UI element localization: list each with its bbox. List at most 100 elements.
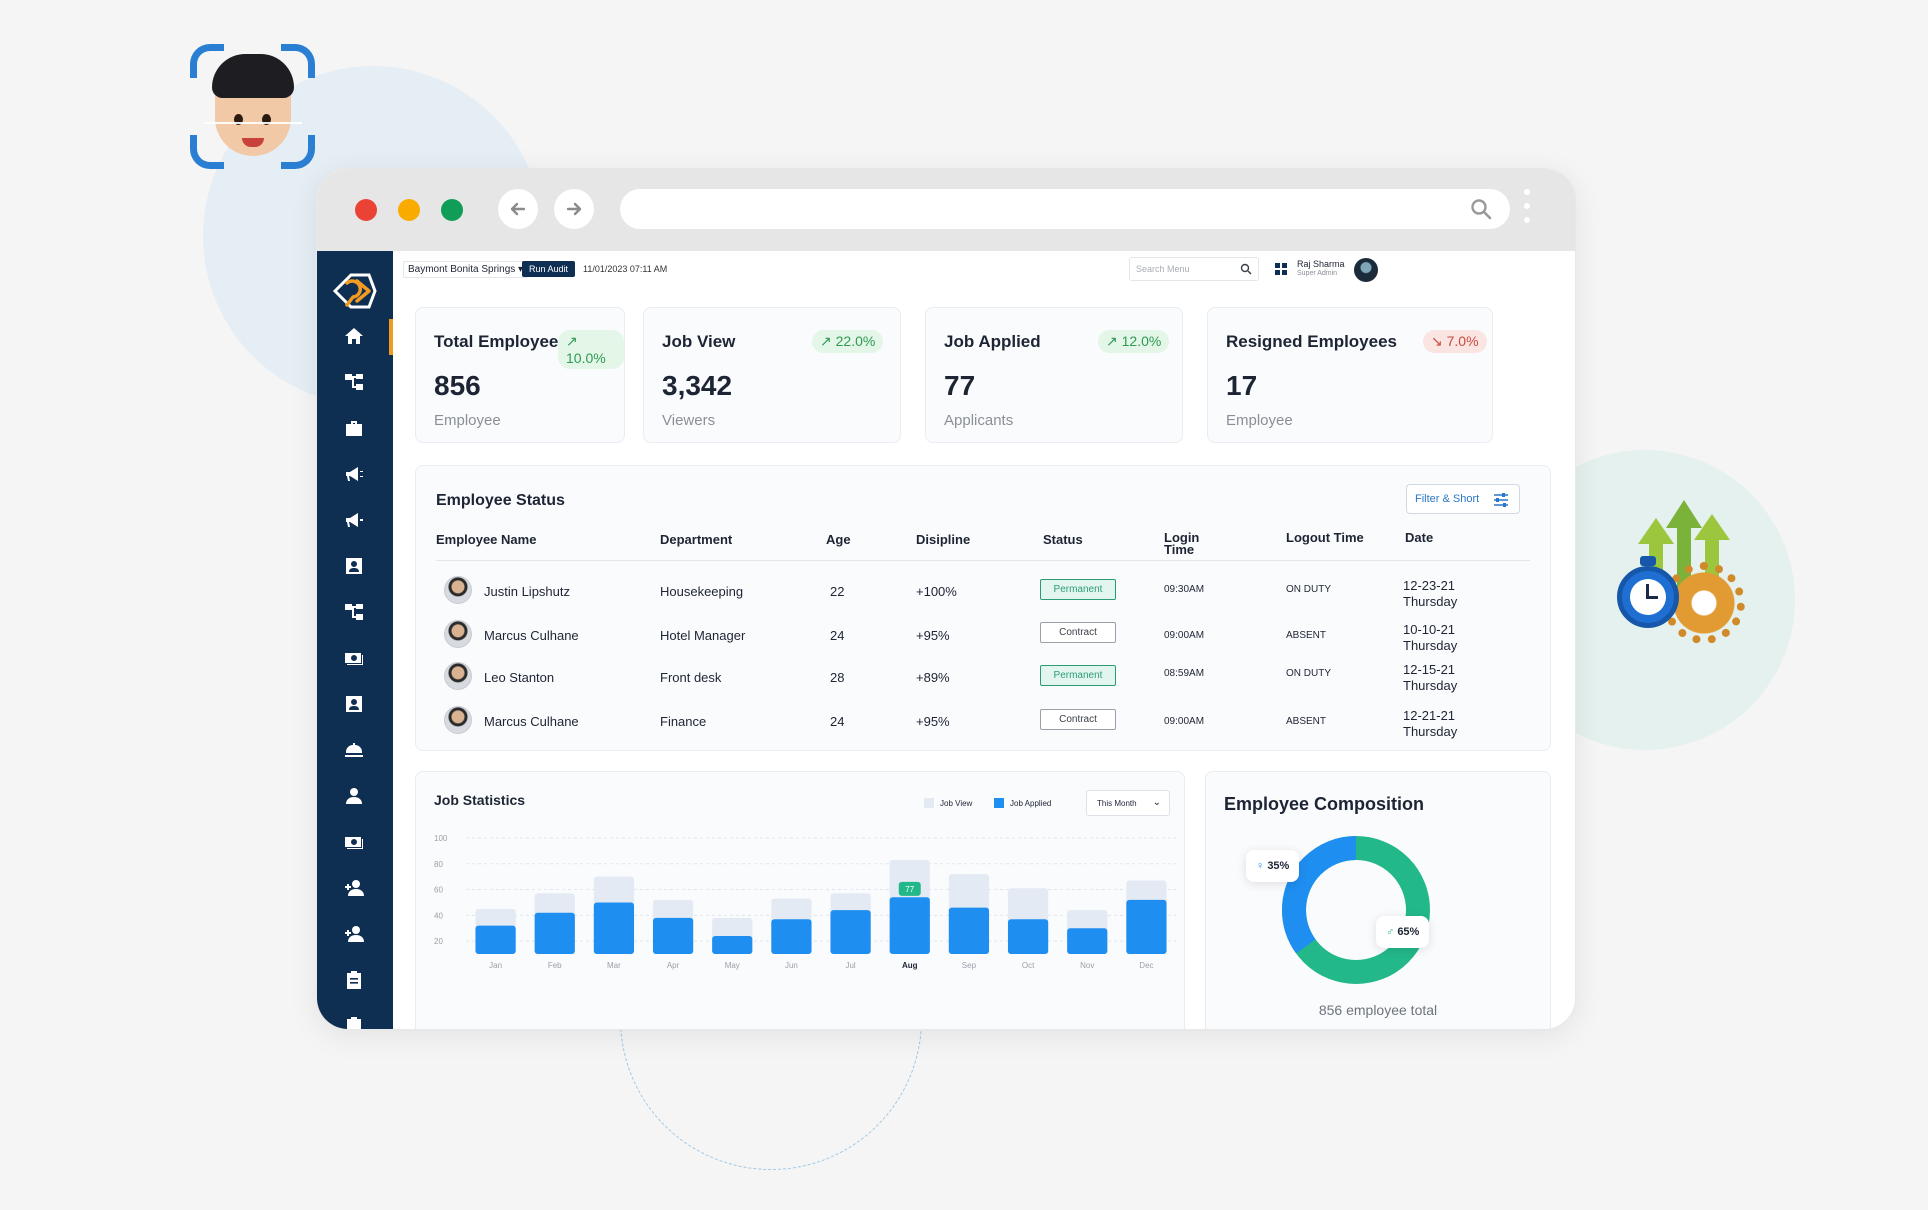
search-icon[interactable] bbox=[1470, 198, 1492, 220]
browser-menu-icon[interactable] bbox=[1523, 189, 1531, 229]
table-row[interactable]: Justin Lipshutz Housekeeping 22 +100% Pe… bbox=[416, 570, 1550, 610]
logout-time: ON DUTY bbox=[1286, 668, 1331, 679]
composition-donut-chart bbox=[1282, 836, 1430, 984]
money-icon bbox=[345, 653, 363, 665]
column-header: Disipline bbox=[916, 532, 971, 547]
age: 24 bbox=[830, 628, 845, 643]
bar-job-applied bbox=[1067, 928, 1108, 954]
department: Finance bbox=[660, 714, 707, 729]
sidebar-item-invite-user[interactable] bbox=[339, 919, 369, 949]
current-datetime: 11/01/2023 07:11 AM bbox=[583, 264, 668, 274]
sidebar-item-reports[interactable] bbox=[339, 965, 369, 995]
stat-value: 77 bbox=[944, 370, 976, 401]
column-header: Age bbox=[826, 532, 851, 547]
sidebar-item-structure[interactable] bbox=[339, 597, 369, 627]
add-user-icon bbox=[345, 880, 364, 896]
male-icon: ♂ bbox=[1386, 926, 1395, 938]
legend-item-job-view[interactable]: Job View bbox=[924, 798, 972, 808]
employee-name: Justin Lipshutz bbox=[484, 584, 570, 599]
avatar bbox=[444, 620, 472, 648]
date: 12-15-21 bbox=[1403, 662, 1456, 677]
trend-up-icon: ↗ bbox=[1106, 333, 1118, 349]
run-audit-button[interactable]: Run Audit bbox=[522, 261, 576, 277]
status-badge: Contract bbox=[1040, 709, 1116, 730]
logout-time: ON DUTY bbox=[1286, 584, 1331, 595]
arrow-right-icon bbox=[566, 202, 582, 216]
legend-item-job-applied[interactable]: Job Applied bbox=[994, 798, 1051, 808]
discipline: +100% bbox=[916, 584, 957, 599]
y-tick-label: 20 bbox=[434, 937, 443, 946]
minimize-window-button[interactable] bbox=[398, 199, 420, 221]
sidebar-item-campaigns[interactable] bbox=[339, 505, 369, 535]
service-bell-icon bbox=[345, 743, 363, 757]
employee-status-card: Employee Status Filter & Short Employee … bbox=[415, 465, 1551, 751]
stat-card-job-applied: Job Applied ↗ 12.0% 77 Applicants bbox=[925, 307, 1183, 443]
sidebar-item-profile[interactable] bbox=[339, 551, 369, 581]
login-time: 09:00AM bbox=[1164, 716, 1205, 727]
close-window-button[interactable] bbox=[355, 199, 377, 221]
trend-badge: ↘ 7.0% bbox=[1423, 330, 1487, 353]
avatar bbox=[444, 706, 472, 734]
contact-card-icon bbox=[346, 558, 362, 574]
money-icon bbox=[345, 837, 363, 849]
sidebar-item-services[interactable] bbox=[339, 735, 369, 765]
donut-slice-female bbox=[1282, 836, 1430, 984]
period-select[interactable]: This Month ⌄ bbox=[1086, 790, 1170, 816]
megaphone-icon bbox=[346, 513, 363, 527]
x-tick-label: Jan bbox=[489, 961, 502, 970]
column-header: Logout Time bbox=[1286, 530, 1364, 545]
trend-down-icon: ↘ bbox=[1431, 333, 1443, 349]
bar-job-applied bbox=[534, 912, 575, 954]
weekday: Thursday bbox=[1403, 594, 1458, 609]
browser-window: Baymont Bonita Springs ▾ Run Audit 11/01… bbox=[316, 168, 1576, 1030]
table-row[interactable]: Leo Stanton Front desk 28 +89% Permanent… bbox=[416, 656, 1550, 696]
sidebar-item-payroll[interactable] bbox=[339, 643, 369, 673]
sidebar-item-home[interactable] bbox=[339, 321, 369, 351]
sidebar-item-users[interactable] bbox=[339, 781, 369, 811]
sidebar-item-announcements[interactable] bbox=[339, 459, 369, 489]
stat-title: Job View bbox=[662, 332, 736, 351]
age: 22 bbox=[830, 584, 845, 599]
back-button[interactable] bbox=[498, 189, 538, 229]
search-menu-input[interactable]: Search Menu bbox=[1129, 257, 1259, 281]
app-logo bbox=[332, 273, 377, 309]
female-icon: ♀ bbox=[1256, 860, 1265, 872]
trend-badge: ↗ 10.0% bbox=[558, 330, 624, 369]
sidebar-item-tasks[interactable] bbox=[339, 1011, 369, 1029]
add-user-icon bbox=[345, 926, 364, 942]
stat-value: 3,342 bbox=[662, 370, 733, 401]
clipboard-icon bbox=[347, 971, 361, 989]
status-badge: Permanent bbox=[1040, 665, 1116, 686]
maximize-window-button[interactable] bbox=[441, 199, 463, 221]
browser-titlebar bbox=[317, 169, 1575, 251]
hierarchy-icon bbox=[345, 604, 363, 620]
logout-time: ABSENT bbox=[1286, 716, 1327, 727]
location-select[interactable]: Baymont Bonita Springs ▾ bbox=[403, 261, 529, 278]
date: 12-23-21 bbox=[1403, 578, 1456, 593]
sidebar-item-expenses[interactable] bbox=[339, 827, 369, 857]
weekday: Thursday bbox=[1403, 724, 1458, 739]
avatar bbox=[444, 576, 472, 604]
forward-button[interactable] bbox=[554, 189, 594, 229]
apps-grid-icon[interactable] bbox=[1275, 263, 1287, 275]
discipline: +89% bbox=[916, 670, 950, 685]
column-header: Department bbox=[660, 532, 733, 547]
employee-composition-card: Employee Composition ♀ 35% ♂ 65% 856 emp… bbox=[1205, 771, 1551, 1029]
table-row[interactable]: Marcus Culhane Hotel Manager 24 +95% Con… bbox=[416, 614, 1550, 654]
y-tick-label: 80 bbox=[434, 860, 443, 869]
bar-job-applied bbox=[1126, 899, 1167, 954]
stat-subtitle: Applicants bbox=[944, 412, 1014, 429]
section-title: Employee Composition bbox=[1224, 794, 1425, 814]
sidebar-item-add-user[interactable] bbox=[339, 873, 369, 903]
sidebar-item-hierarchy[interactable] bbox=[339, 367, 369, 397]
table-row[interactable]: Marcus Culhane Finance 24 +95% Contract … bbox=[416, 700, 1550, 740]
y-tick-label: 60 bbox=[434, 886, 443, 895]
stat-subtitle: Viewers bbox=[662, 412, 716, 429]
avatar[interactable] bbox=[1354, 258, 1378, 282]
filter-sort-button[interactable]: Filter & Short bbox=[1406, 484, 1520, 514]
sidebar-item-jobs[interactable] bbox=[339, 413, 369, 443]
address-bar[interactable] bbox=[620, 189, 1510, 229]
bar-job-applied bbox=[830, 910, 871, 954]
face-scan-illustration bbox=[190, 44, 315, 169]
sidebar-item-directory[interactable] bbox=[339, 689, 369, 719]
